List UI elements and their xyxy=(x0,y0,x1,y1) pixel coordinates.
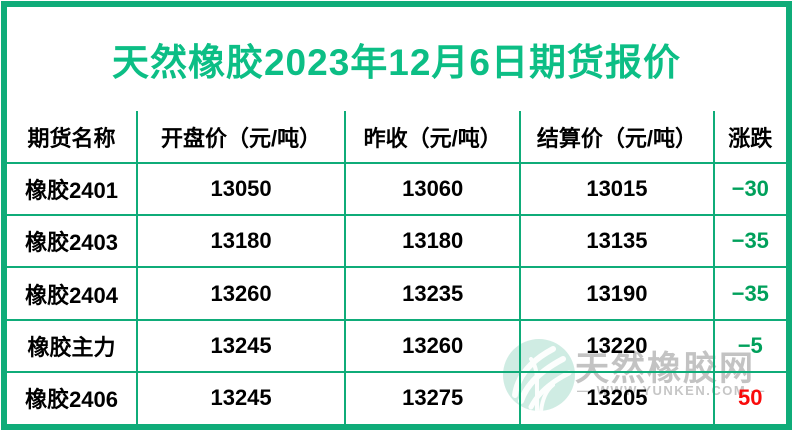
contract-name: 橡胶主力 xyxy=(7,318,139,373)
futures-quotes-table: 期货名称 开盘价（元/吨） 昨收（元/吨） 结算价（元/吨） 涨跌 橡胶2401… xyxy=(7,111,786,424)
open-price: 13260 xyxy=(136,266,347,321)
change-value: −30 xyxy=(712,162,786,217)
table-row: 橡胶主力 13245 13260 13220 −5 xyxy=(7,318,786,373)
open-price: 13245 xyxy=(136,370,347,424)
contract-name: 橡胶2401 xyxy=(7,162,139,217)
table-row: 橡胶2401 13050 13060 13015 −30 xyxy=(7,162,786,217)
prev-close: 13060 xyxy=(344,162,522,217)
table-row: 橡胶2403 13180 13180 13135 −35 xyxy=(7,214,786,269)
contract-name: 橡胶2403 xyxy=(7,214,139,269)
change-value: −5 xyxy=(712,318,786,373)
open-price: 13245 xyxy=(136,318,347,373)
table-row: 橡胶2406 13245 13275 13205 50 xyxy=(7,370,786,424)
settle-price: 13190 xyxy=(519,266,715,321)
table-row: 橡胶2404 13260 13235 13190 −35 xyxy=(7,266,786,321)
column-header-prevclose: 昨收（元/吨） xyxy=(344,111,522,165)
table-header-row: 期货名称 开盘价（元/吨） 昨收（元/吨） 结算价（元/吨） 涨跌 xyxy=(7,111,786,165)
column-header-name: 期货名称 xyxy=(7,111,139,165)
title-band: 天然橡胶2023年12月6日期货报价 xyxy=(7,7,786,111)
change-value: −35 xyxy=(712,266,786,321)
settle-price: 13015 xyxy=(519,162,715,217)
prev-close: 13275 xyxy=(344,370,522,424)
prev-close: 13235 xyxy=(344,266,522,321)
settle-price: 13220 xyxy=(519,318,715,373)
column-header-open: 开盘价（元/吨） xyxy=(136,111,347,165)
contract-name: 橡胶2406 xyxy=(7,370,139,424)
prev-close: 13260 xyxy=(344,318,522,373)
prev-close: 13180 xyxy=(344,214,522,269)
page-title: 天然橡胶2023年12月6日期货报价 xyxy=(111,42,682,83)
column-header-change: 涨跌 xyxy=(712,111,786,165)
contract-name: 橡胶2404 xyxy=(7,266,139,321)
column-header-settle: 结算价（元/吨） xyxy=(519,111,715,165)
settle-price: 13205 xyxy=(519,370,715,424)
open-price: 13050 xyxy=(136,162,347,217)
open-price: 13180 xyxy=(136,214,347,269)
change-value: 50 xyxy=(712,370,786,424)
change-value: −35 xyxy=(712,214,786,269)
settle-price: 13135 xyxy=(519,214,715,269)
